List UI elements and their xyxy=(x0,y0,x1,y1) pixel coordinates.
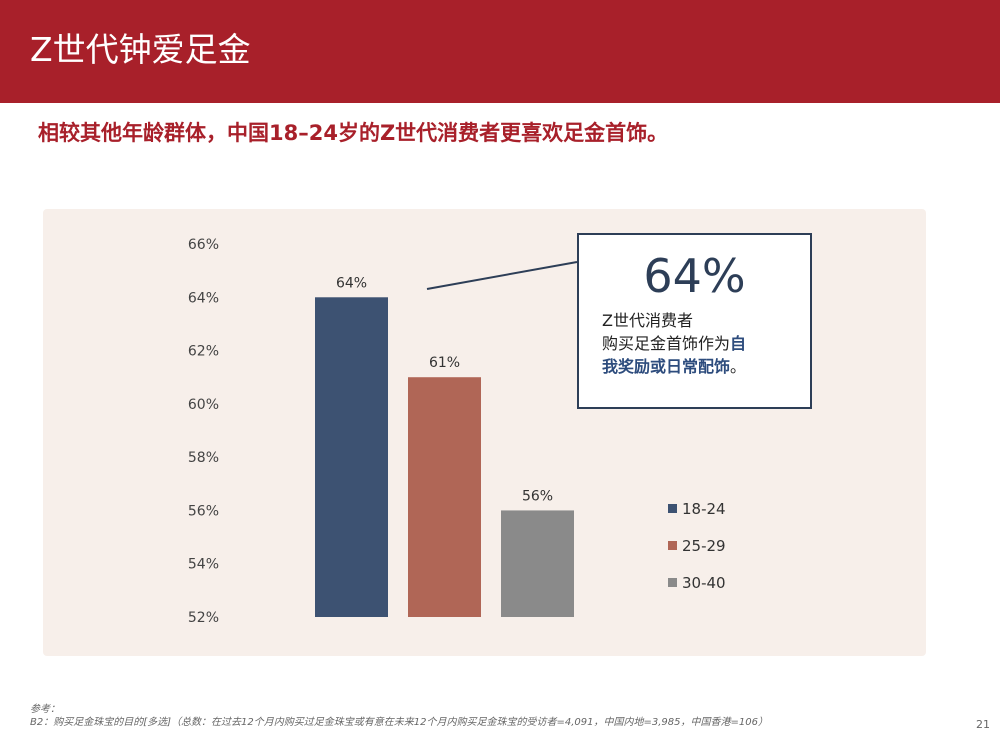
y-tick-label: 66% xyxy=(188,237,219,253)
callout-line3-end: 。 xyxy=(730,357,747,376)
bar-18-24 xyxy=(315,297,388,617)
page-title: Z世代钟爱足金 xyxy=(30,30,251,69)
callout-highlight-1: 自 xyxy=(730,334,747,353)
page-number: 21 xyxy=(976,718,990,731)
legend-swatch-25-29 xyxy=(668,541,677,550)
y-tick-label: 52% xyxy=(188,610,219,626)
footnote-label: 参考： xyxy=(30,704,60,715)
y-tick-label: 58% xyxy=(188,450,219,466)
legend-label: 18-24 xyxy=(682,500,726,518)
callout-text: Z世代消费者 购买足金首饰作为自 我奖励或日常配饰。 xyxy=(602,309,802,378)
data-label: 61% xyxy=(429,355,460,371)
y-tick-label: 60% xyxy=(188,397,219,413)
header-bar: Z世代钟爱足金 xyxy=(0,0,1000,103)
legend-label: 30-40 xyxy=(682,574,726,592)
bar-25-29 xyxy=(408,377,481,617)
callout-value: 64% xyxy=(643,249,746,303)
y-tick-label: 64% xyxy=(188,290,219,306)
y-tick-label: 56% xyxy=(188,503,219,519)
bar-chart: 66% 64% 62% 60% 58% 56% 54% 52% 64% 61% 56% 18-24 25… xyxy=(188,237,726,626)
legend-label: 25-29 xyxy=(682,537,726,555)
callout-line2: 购买足金首饰作为 xyxy=(602,334,731,353)
callout-box: 64% Z世代消费者 购买足金首饰作为自 我奖励或日常配饰。 xyxy=(577,233,812,409)
legend-swatch-30-40 xyxy=(668,578,677,587)
legend-swatch-18-24 xyxy=(668,504,677,513)
footnote: 参考： B2：购买足金珠宝的目的[多选]（总数：在过去12个月内购买过足金珠宝或… xyxy=(30,703,768,729)
bar-30-40 xyxy=(501,510,574,617)
callout-line1: Z世代消费者 xyxy=(602,311,693,330)
subtitle: 相较其他年龄群体，中国18–24岁的Z世代消费者更喜欢足金首饰。 xyxy=(38,121,669,145)
data-label: 64% xyxy=(336,275,367,291)
footnote-text: B2：购买足金珠宝的目的[多选]（总数：在过去12个月内购买过足金珠宝或有意在未… xyxy=(30,717,768,728)
data-label: 56% xyxy=(522,488,553,504)
callout-highlight-2: 我奖励或日常配饰 xyxy=(602,357,731,376)
y-tick-label: 54% xyxy=(188,557,219,573)
y-tick-label: 62% xyxy=(188,344,219,360)
callout-connector xyxy=(426,261,578,290)
